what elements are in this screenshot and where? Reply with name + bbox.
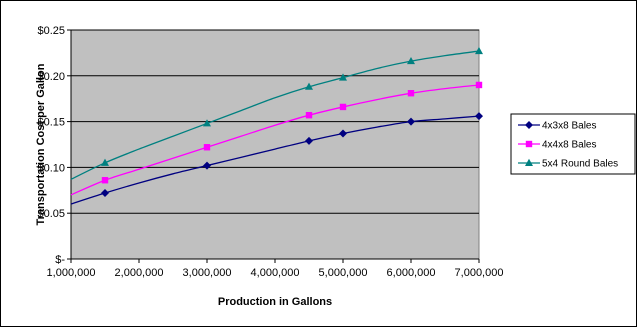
data-point bbox=[305, 136, 313, 145]
y-tick-label: $0.05 bbox=[37, 208, 65, 220]
data-point bbox=[203, 161, 211, 170]
x-tick-label: 6,000,000 bbox=[387, 267, 436, 279]
data-point bbox=[475, 81, 483, 89]
data-point bbox=[305, 82, 313, 90]
legend-item: 5x4 Round Bales bbox=[518, 159, 618, 170]
data-point bbox=[339, 73, 347, 81]
x-axis-title: Production in Gallons bbox=[218, 296, 332, 308]
data-point bbox=[475, 46, 483, 55]
data-point bbox=[525, 140, 533, 148]
data-point bbox=[407, 90, 415, 97]
x-tick-label: 2,000,000 bbox=[115, 267, 164, 279]
data-point bbox=[305, 111, 313, 119]
y-tick-label: $0.10 bbox=[37, 162, 65, 174]
series-group bbox=[70, 46, 483, 205]
series bbox=[70, 46, 483, 180]
legend-item: 4x3x8 Bales bbox=[518, 121, 596, 132]
legend-item: 4x4x8 Bales bbox=[518, 140, 596, 151]
data-point bbox=[407, 117, 415, 126]
y-tick-label: $- bbox=[55, 254, 65, 266]
data-point bbox=[475, 112, 483, 121]
data-point bbox=[339, 103, 347, 111]
y-axis: $- $0.05 $0.10 $0.15 $0.20 $0.25 bbox=[37, 25, 72, 266]
plot-area bbox=[70, 29, 480, 260]
legend-label: 4x4x8 Bales bbox=[542, 140, 596, 151]
x-axis: 1,000,000 2,000,000 3,000,000 4,000,000 5,00… bbox=[47, 258, 504, 279]
y-tick-label: $0.15 bbox=[37, 117, 65, 129]
x-tick-label: 4,000,000 bbox=[251, 267, 300, 279]
data-point bbox=[101, 189, 109, 198]
data-point bbox=[407, 56, 415, 65]
series bbox=[70, 112, 483, 205]
data-point bbox=[525, 121, 533, 129]
gridlines bbox=[71, 29, 479, 214]
data-point bbox=[525, 158, 533, 166]
x-tick-label: 1,000,000 bbox=[47, 267, 96, 279]
legend-label: 4x3x8 Bales bbox=[542, 121, 596, 132]
x-tick-label: 3,000,000 bbox=[183, 267, 232, 279]
x-tick-label: 5,000,000 bbox=[319, 267, 368, 279]
data-point bbox=[203, 119, 211, 127]
y-axis-title: Transportation Cost per Gallon bbox=[35, 63, 47, 225]
legend: 4x3x8 Bales 4x4x8 Bales 5x4 Round Bales bbox=[510, 113, 636, 175]
data-point bbox=[101, 177, 109, 184]
data-point bbox=[101, 158, 109, 166]
legend-label: 5x4 Round Bales bbox=[542, 159, 618, 170]
y-tick-label: $0.25 bbox=[37, 25, 65, 37]
data-point bbox=[203, 144, 211, 151]
data-point bbox=[339, 129, 347, 138]
x-tick-label: 7,000,000 bbox=[455, 267, 504, 279]
y-tick-label: $0.20 bbox=[37, 71, 65, 83]
series bbox=[70, 81, 483, 196]
